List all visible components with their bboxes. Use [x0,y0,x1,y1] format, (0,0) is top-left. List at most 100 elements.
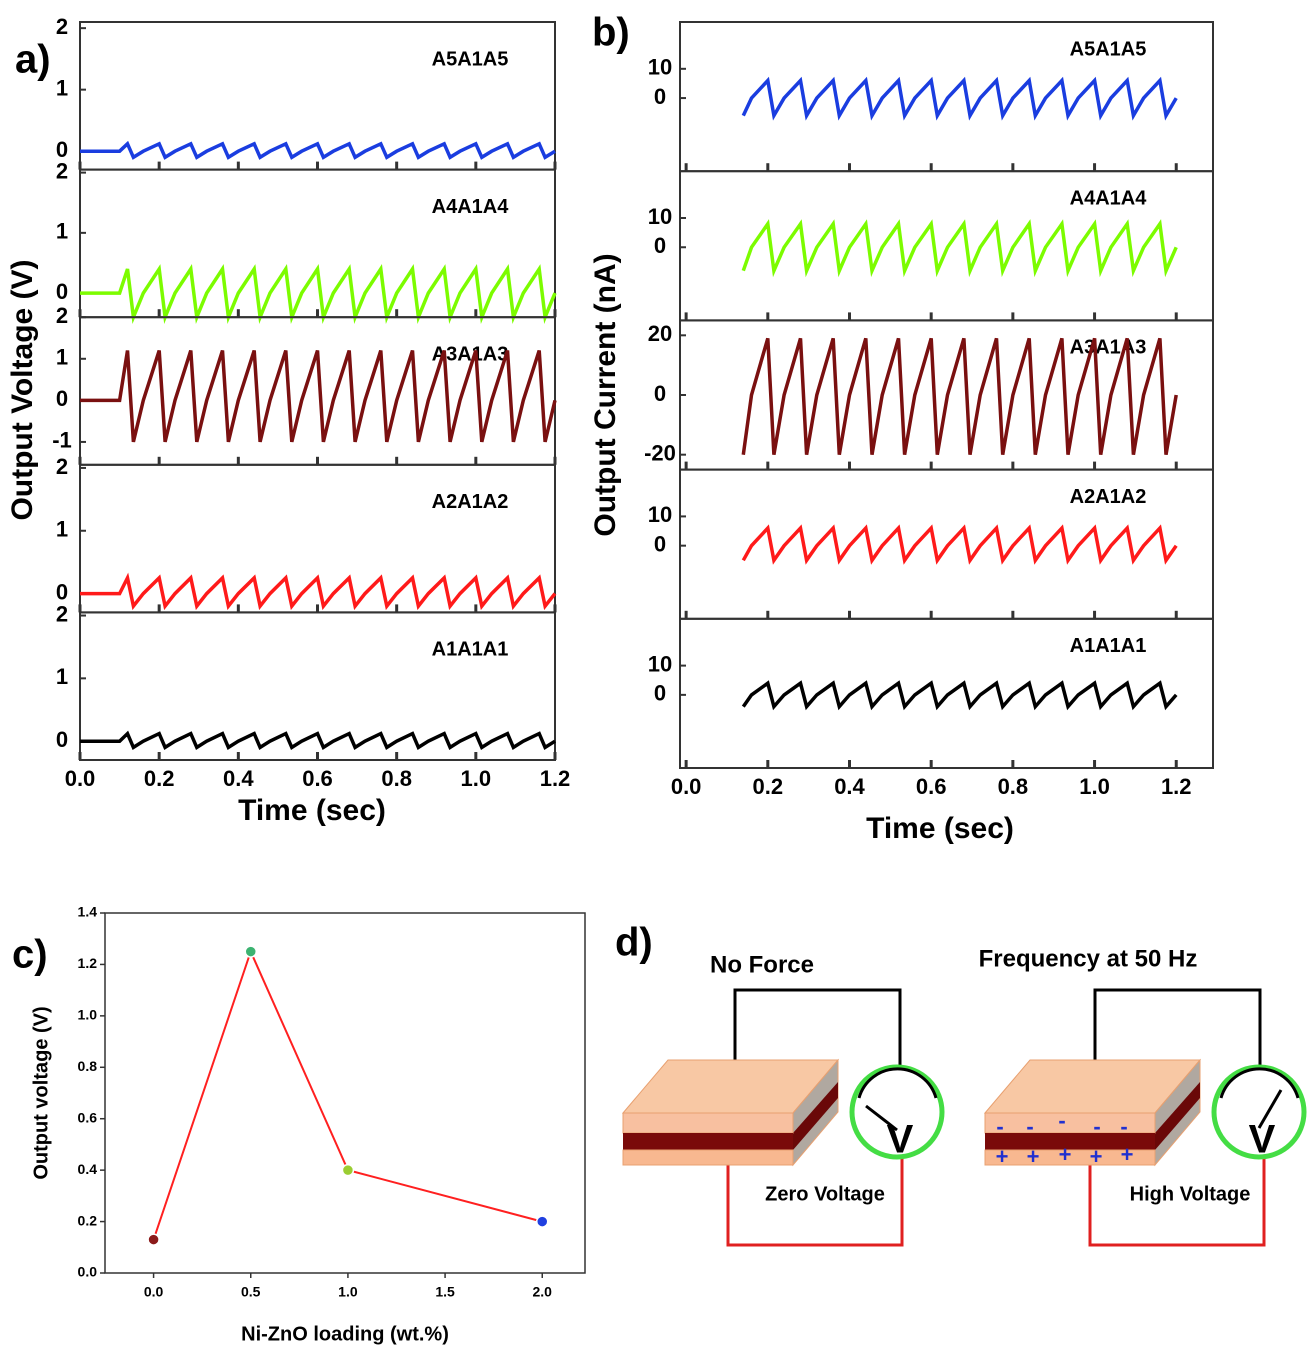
charge-sign: - [996,1114,1003,1139]
y-tick-label: -1 [52,428,72,453]
meter-needle [1257,1089,1283,1129]
diagram-title: Frequency at 50 Hz [979,945,1198,972]
series-line [80,264,557,325]
x-tick-label: 1.0 [338,1284,358,1300]
charge-sign: + [1027,1144,1040,1169]
y-tick-label: 1.0 [78,1007,98,1023]
series-line [741,219,1178,278]
series-label: A1A1A1 [432,639,509,661]
x-tick-label: 0.5 [241,1284,261,1300]
y-tick-label: 0 [654,531,666,556]
charge-sign: - [1093,1114,1100,1139]
y-tick-label: 1 [56,517,68,542]
series-line [741,76,1178,121]
meter-scale [1219,1067,1300,1099]
x-tick-label: 0.0 [65,766,96,791]
meter-label: V [887,1118,914,1162]
wire [1093,988,1262,1078]
y-tick-label: 1.4 [78,904,98,920]
slab-side-layer [1155,1082,1200,1150]
series-line [741,524,1178,565]
x-axis-label: Time (sec) [866,812,1014,845]
x-tick-label: 1.0 [1079,774,1110,799]
series-line [741,337,1178,455]
meter-scale [857,1067,938,1099]
charge-sign: - [1026,1114,1033,1139]
x-tick-label: 0.0 [144,1284,164,1300]
y-axis-label: Output voltage (V) [30,1006,52,1179]
x-tick-label: 2.0 [533,1284,553,1300]
y-tick-label: 2 [56,601,68,626]
y-axis-label: Output Current (nA) [589,253,622,536]
device-left: V Zero Voltage [621,988,945,1247]
panel-label: c) [12,933,48,977]
y-tick-label: 0 [56,579,68,604]
series-label: A3A1A3 [432,343,509,365]
y-tick-label: 2 [56,303,68,328]
x-axis-label: Time (sec) [238,794,386,827]
y-tick-label: 1 [56,75,68,100]
x-tick-label: 0.2 [753,774,784,799]
y-tick-label: 10 [648,502,672,527]
y-tick-label: 1 [56,345,68,370]
subplot-frame [79,463,556,614]
meter [849,1064,945,1160]
series-line [80,140,556,160]
plot-frame [104,912,586,1274]
y-tick-label: 10 [648,651,672,676]
subplot-frame [679,617,1214,769]
subplot-frame [79,316,556,466]
series-line [152,948,543,1240]
diagram: d) No Force Frequency at 50 Hz V Zero Vo… [615,921,1307,1247]
y-tick-label: 0.2 [78,1212,98,1228]
meter [1211,1064,1307,1160]
series-line [80,730,556,750]
series-line [741,680,1178,711]
y-tick-label: 0.0 [78,1264,98,1280]
diagram-caption: Zero Voltage [765,1183,885,1205]
charge-sign: + [996,1144,1009,1169]
meter-label: V [1249,1118,1276,1162]
y-tick-label: 0 [654,233,666,258]
x-tick-label: 0.8 [381,766,412,791]
slab-layer [622,1149,794,1166]
charge-sign: - [1120,1114,1127,1139]
panel-label: b) [592,11,630,55]
slab-layer [985,1133,1155,1150]
panel-label: d) [615,921,653,965]
x-tick-label: 1.5 [435,1284,455,1300]
y-tick-label: 0.6 [78,1109,98,1125]
y-tick-label: 0 [56,727,68,752]
y-tick-label: 2 [56,14,68,39]
y-tick-label: 0 [56,386,68,411]
x-tick-label: 1.2 [1161,774,1192,799]
y-tick-label: 0 [56,279,68,304]
slab-side-layer [793,1082,838,1150]
subplot-frame [79,168,556,319]
y-axis-label: Output Voltage (V) [6,259,39,520]
wire [733,988,902,1078]
slab-layer [623,1133,793,1150]
series-label: A3A1A3 [1070,337,1147,359]
charge-sign: - [1058,1108,1065,1133]
diagram-caption: High Voltage [1130,1183,1251,1205]
series-label: A4A1A4 [432,196,510,218]
charge-sign: + [1090,1144,1103,1169]
series-label: A2A1A2 [1070,486,1147,508]
wire [1088,1158,1266,1247]
y-tick-label: 1 [56,219,68,244]
y-tick-label: 1.2 [78,955,98,971]
y-tick-label: 2 [56,158,68,183]
x-tick-label: 0.8 [998,774,1029,799]
series-label: A2A1A2 [432,491,509,513]
panel-label: a) [15,38,51,82]
data-point [147,1233,160,1246]
y-tick-label: 0 [654,381,666,406]
charge-sign: + [1059,1142,1072,1167]
wire [726,1158,904,1247]
data-point [341,1163,355,1177]
y-tick-label: 2 [56,454,68,479]
x-tick-label: 0.0 [671,774,702,799]
series-label: A1A1A1 [1070,635,1147,657]
